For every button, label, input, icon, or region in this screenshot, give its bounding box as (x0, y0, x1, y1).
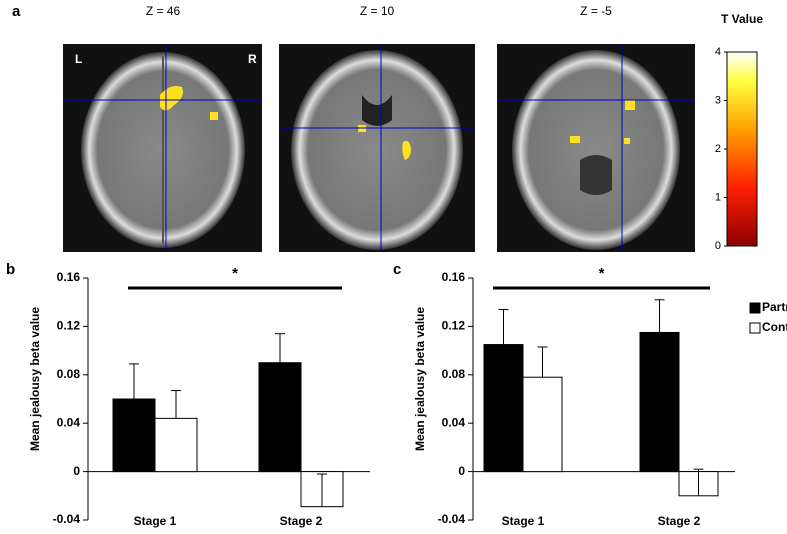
colorbar-tick-label: 3 (715, 94, 721, 106)
slice-title: Z = -5 (580, 4, 612, 18)
slice-title: Z = 46 (146, 4, 181, 18)
bar (154, 417, 198, 473)
y-tick-label: 0 (458, 464, 465, 478)
brain-slice (497, 44, 695, 252)
bar (522, 376, 563, 473)
y-tick-label: 0.08 (57, 367, 81, 381)
bar (112, 398, 156, 473)
colorbar-tick-label: 1 (715, 191, 721, 203)
legend-swatch (749, 322, 761, 334)
panel-label: c (393, 261, 401, 278)
annotation: * (232, 265, 238, 282)
legend-swatch (749, 302, 761, 314)
legend-label: Control (762, 320, 787, 334)
y-tick-label: 0 (73, 464, 80, 478)
side-label: L (75, 52, 82, 66)
legend-label: Partner (762, 300, 787, 314)
y-tick-label: 0.08 (442, 367, 466, 381)
colorbar-tick-label: 2 (715, 143, 721, 155)
y-tick-label: -0.04 (438, 512, 466, 526)
slice-title: Z = 10 (360, 4, 395, 18)
y-tick-label: 0.04 (57, 415, 81, 429)
bar (639, 331, 680, 473)
y-axis-label: Mean jealousy beta value (413, 307, 427, 451)
panel-label: a (12, 3, 21, 20)
bar (258, 362, 302, 473)
y-tick-label: 0.12 (442, 319, 466, 333)
y-tick-label: 0.12 (57, 319, 81, 333)
side-label: R (248, 52, 257, 66)
x-tick-label: Stage 1 (134, 514, 177, 528)
y-tick-label: 0.04 (442, 415, 466, 429)
colorbar (726, 51, 758, 247)
bar (483, 344, 524, 473)
panel-label: b (6, 261, 15, 278)
colorbar-title: T Value (721, 12, 763, 26)
y-tick-label: 0.16 (57, 270, 81, 284)
brain-slice (279, 44, 475, 252)
colorbar-tick-label: 4 (715, 46, 721, 58)
y-axis-label: Mean jealousy beta value (28, 307, 42, 451)
annotation: * (599, 265, 605, 282)
x-tick-label: Stage 1 (502, 514, 545, 528)
x-tick-label: Stage 2 (658, 514, 701, 528)
colorbar-tick-label: 0 (715, 240, 721, 252)
brain-slice: L R (63, 44, 262, 252)
y-tick-label: 0.16 (442, 270, 466, 284)
x-tick-label: Stage 2 (280, 514, 323, 528)
y-tick-label: -0.04 (53, 512, 81, 526)
